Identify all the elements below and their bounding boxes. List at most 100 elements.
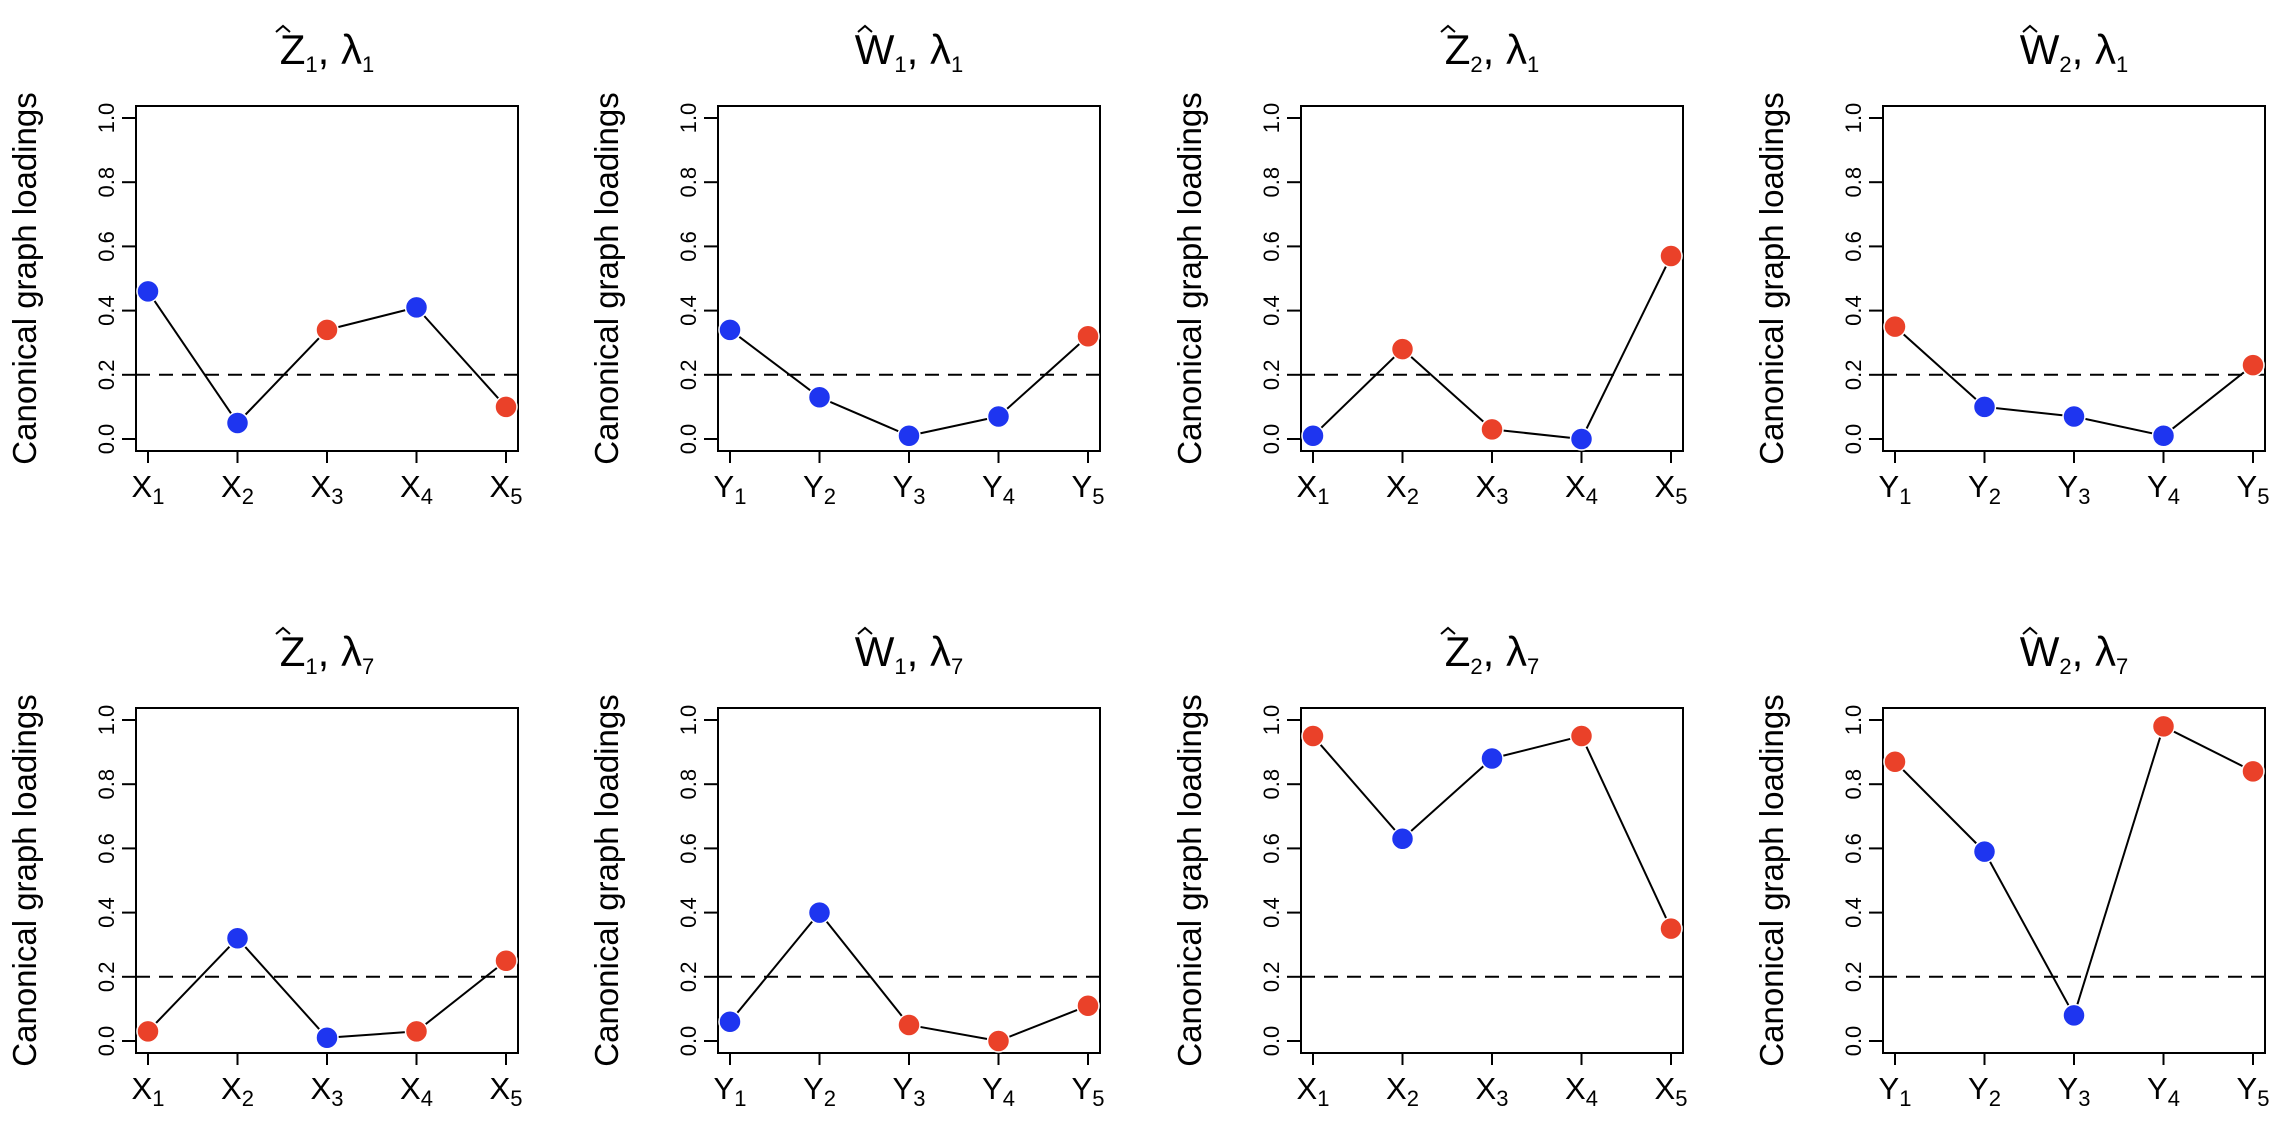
chart-7-segment-0 — [1312, 735, 1404, 840]
chart-1-title: Z1, λ1 — [280, 26, 375, 77]
chart-1-ytick-label-4: 0.8 — [94, 167, 119, 198]
chart-4-frame — [1882, 105, 2266, 452]
chart-5-title-hat — [275, 626, 291, 635]
chart-8: W2, λ7 Canonical graph loadings 0.0 0.2 0.4 0… — [1753, 626, 2269, 1111]
chart-7-title-hat — [1440, 626, 1456, 635]
chart-4-xtick-label-2: Y3 — [2058, 469, 2091, 509]
chart-7-ytick-label-5: 1.0 — [1259, 705, 1284, 736]
chart-8-ytick-label-4: 0.8 — [1841, 769, 1866, 800]
chart-1-segment-3 — [415, 306, 507, 408]
chart-4-ytick-label-5: 1.0 — [1841, 103, 1866, 134]
chart-2-xtick-label-0: Y1 — [714, 469, 747, 509]
chart-7-point-0 — [1301, 724, 1325, 748]
chart-8-ytick-label-3: 0.6 — [1841, 833, 1866, 864]
chart-4-segment-1 — [1984, 405, 2075, 418]
chart-3-ytick-label-0: 0.0 — [1259, 424, 1284, 455]
chart-1-ylabel: Canonical graph loadings — [6, 92, 43, 464]
chart-3-segment-0 — [1312, 348, 1404, 437]
chart-4-ytick-label-0: 0.0 — [1841, 424, 1866, 455]
chart-5-title: Z1, λ7 — [280, 628, 375, 679]
chart-5-ytick-label-2: 0.4 — [94, 897, 119, 928]
chart-3-frame — [1300, 105, 1684, 452]
chart-7-title: Z2, λ7 — [1445, 628, 1540, 679]
chart-3: Z2, λ1 Canonical graph loadings 0.0 0.2 0.4 0… — [1171, 24, 1687, 509]
chart-1-xtick-label-0: X1 — [132, 469, 165, 509]
chart-2-ytick-label-0: 0.0 — [676, 424, 701, 455]
chart-1-point-1 — [225, 411, 250, 435]
chart-4-point-2 — [2062, 404, 2086, 429]
chart-5-ytick-label-1: 0.2 — [94, 962, 119, 993]
chart-1-title-hat — [275, 24, 291, 33]
chart-4-ytick-label-1: 0.2 — [1841, 360, 1866, 391]
chart-8-xtick-label-2: Y3 — [2058, 1071, 2091, 1111]
chart-7-xtick-label-2: X3 — [1476, 1071, 1509, 1111]
chart-2-segment-0 — [729, 329, 821, 399]
chart-8-segment-2 — [2073, 726, 2165, 1016]
chart-7-segment-3 — [1580, 735, 1672, 930]
chart-4-segment-0 — [1894, 325, 1986, 408]
chart-2-point-4 — [1076, 324, 1100, 349]
chart-6-ytick-label-3: 0.6 — [676, 833, 701, 864]
chart-7-point-1 — [1390, 827, 1415, 851]
chart-5-point-3 — [404, 1019, 429, 1044]
chart-1-point-3 — [404, 295, 429, 320]
chart-6-title-hat — [857, 626, 873, 635]
chart-2-xtick-label-4: Y5 — [1072, 469, 1105, 509]
chart-2-title: W1, λ1 — [855, 26, 964, 77]
chart-6-point-1 — [807, 900, 832, 925]
chart-3-point-0 — [1301, 424, 1325, 448]
chart-2-point-0 — [718, 318, 742, 342]
chart-8-point-2 — [2062, 1003, 2086, 1028]
chart-6-ytick-label-0: 0.0 — [676, 1026, 701, 1057]
chart-4: W2, λ1 Canonical graph loadings 0.0 0.2 0.4 0… — [1753, 24, 2269, 509]
chart-1: Z1, λ1 Canonical graph loadings 0.0 0.2 0.4 0… — [6, 24, 522, 509]
chart-8-ylabel: Canonical graph loadings — [1753, 694, 1790, 1066]
chart-5-point-2 — [315, 1026, 339, 1050]
chart-4-xtick-label-0: Y1 — [1879, 469, 1912, 509]
chart-7-point-3 — [1569, 724, 1594, 748]
chart-7-ytick-label-1: 0.2 — [1259, 962, 1284, 993]
chart-8-ytick-label-5: 1.0 — [1841, 705, 1866, 736]
chart-6-segment-3 — [998, 1004, 1089, 1042]
chart-2-frame — [717, 105, 1101, 452]
chart-5: Z1, λ7 Canonical graph loadings 0.0 0.2 0.4 0… — [6, 626, 522, 1111]
chart-6-xtick-label-1: Y2 — [803, 1071, 836, 1111]
chart-6-point-4 — [1076, 993, 1100, 1018]
chart-5-point-4 — [494, 949, 518, 973]
chart-4-xtick-label-3: Y4 — [2147, 469, 2180, 509]
chart-8-xtick-label-0: Y1 — [1879, 1071, 1912, 1111]
chart-2-title-hat — [857, 24, 873, 33]
chart-2-ytick-label-5: 1.0 — [676, 103, 701, 134]
chart-5-segment-0 — [147, 937, 239, 1033]
chart-8-title-hat — [2022, 626, 2038, 635]
chart-2-point-1 — [807, 385, 832, 410]
chart-2-xtick-label-1: Y2 — [803, 469, 836, 509]
chart-4-ytick-label-3: 0.6 — [1841, 231, 1866, 262]
chart-3-ytick-label-5: 1.0 — [1259, 103, 1284, 134]
chart-8-ytick-label-1: 0.2 — [1841, 962, 1866, 993]
chart-3-segment-2 — [1491, 428, 1582, 440]
chart-6-xtick-label-3: Y4 — [982, 1071, 1015, 1111]
chart-8-frame — [1882, 707, 2266, 1054]
chart-2-ytick-label-3: 0.6 — [676, 231, 701, 262]
chart-4-ylabel: Canonical graph loadings — [1753, 92, 1790, 464]
chart-7-xtick-label-1: X2 — [1386, 1071, 1419, 1111]
chart-6-frame — [717, 707, 1101, 1054]
chart-7-segment-1 — [1401, 757, 1493, 840]
chart-5-point-1 — [225, 926, 250, 951]
chart-4-ytick-label-2: 0.4 — [1841, 295, 1866, 326]
chart-3-ytick-label-1: 0.2 — [1259, 360, 1284, 391]
chart-3-title: Z2, λ1 — [1445, 26, 1540, 77]
chart-6-xtick-label-0: Y1 — [714, 1071, 747, 1111]
chart-2-point-3 — [986, 404, 1011, 429]
chart-6-ytick-label-2: 0.4 — [676, 897, 701, 928]
chart-1-ytick-label-0: 0.0 — [94, 424, 119, 455]
chart-5-segment-1 — [236, 937, 328, 1039]
chart-6-ylabel: Canonical graph loadings — [588, 694, 625, 1066]
chart-1-point-2 — [315, 318, 339, 342]
chart-8-ytick-label-2: 0.4 — [1841, 897, 1866, 928]
chart-8-ytick-label-0: 0.0 — [1841, 1026, 1866, 1057]
chart-7-ytick-label-3: 0.6 — [1259, 833, 1284, 864]
chart-3-xtick-label-0: X1 — [1297, 469, 1330, 509]
chart-7-ytick-label-4: 0.8 — [1259, 769, 1284, 800]
